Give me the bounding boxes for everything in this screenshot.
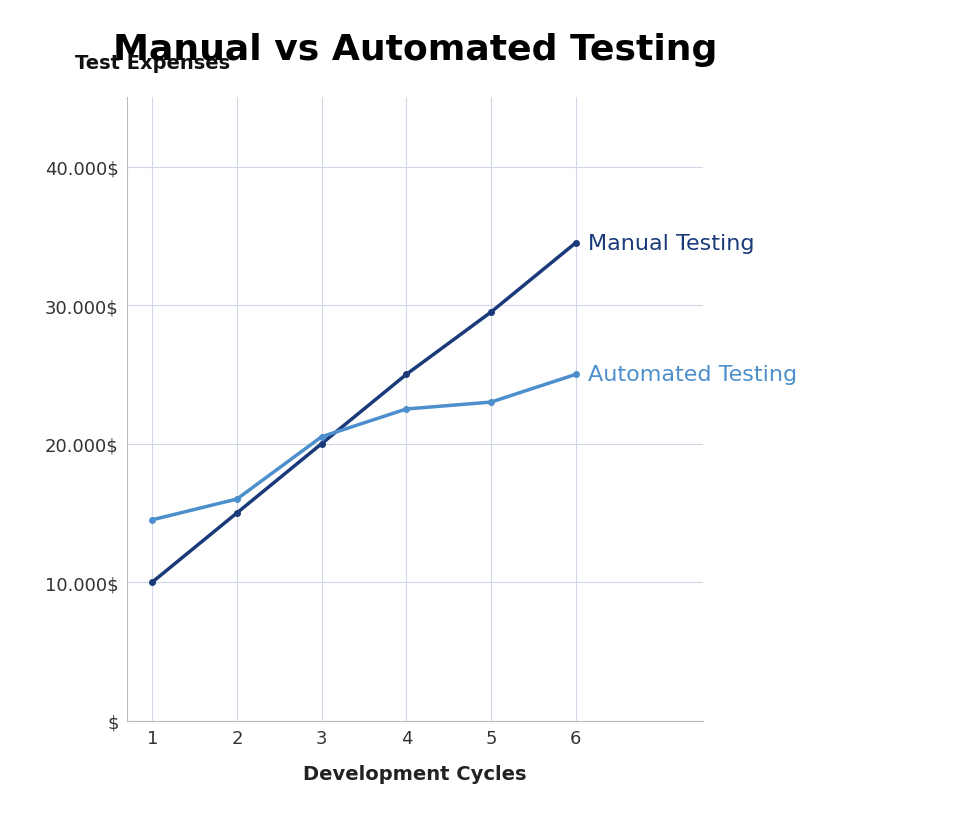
- X-axis label: Development Cycles: Development Cycles: [304, 763, 526, 783]
- Title: Manual vs Automated Testing: Manual vs Automated Testing: [112, 33, 717, 66]
- Text: Test Expenses: Test Expenses: [75, 54, 230, 74]
- Text: Automated Testing: Automated Testing: [589, 365, 797, 385]
- Text: Manual Testing: Manual Testing: [589, 233, 754, 254]
